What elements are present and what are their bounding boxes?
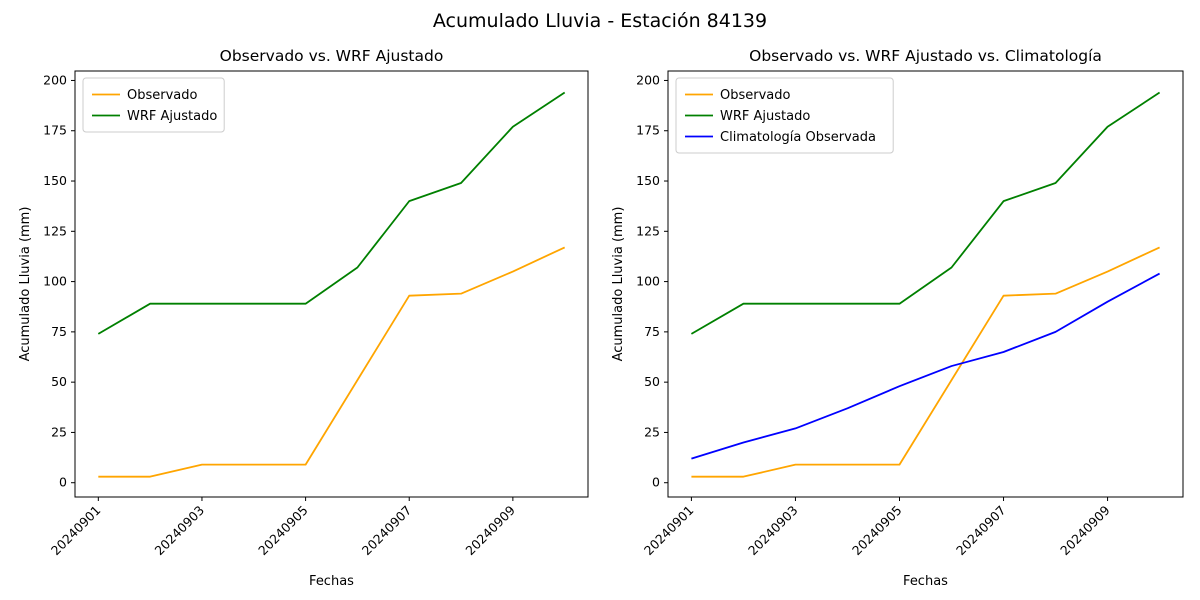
x-tick-label: 20240907 — [953, 503, 1009, 559]
y-tick-label: 125 — [636, 223, 660, 238]
y-tick-label: 100 — [636, 274, 660, 289]
legend: Observado WRF Ajustado Climatología Observ… — [675, 77, 894, 154]
y-tick-label: 25 — [51, 424, 67, 439]
y-tick-label: 200 — [636, 72, 660, 87]
y-tick-label: 150 — [636, 173, 660, 188]
plot-border — [74, 70, 589, 498]
x-tick-label: 20240901 — [641, 503, 697, 559]
x-tick-label: 20240903 — [151, 503, 207, 559]
y-tick-label: 50 — [51, 374, 67, 389]
legend-box — [82, 77, 225, 133]
legend-label-observado: Observado — [720, 88, 791, 103]
x-axis-label: Fechas — [903, 574, 948, 589]
y-tick-label: 200 — [43, 72, 67, 87]
subplot-title: Observado vs. WRF Ajustado — [220, 47, 444, 65]
y-tick-label: 175 — [43, 123, 67, 138]
x-tick-label: 20240901 — [48, 503, 104, 559]
y-tick-label: 0 — [59, 475, 67, 490]
x-tick-label: 20240903 — [745, 503, 801, 559]
x-tick-label: 20240909 — [462, 502, 518, 558]
subplot-title: Observado vs. WRF Ajustado vs. Climatolo… — [749, 47, 1102, 65]
series-line-wrf-ajustado — [690, 91, 1161, 335]
legend-box — [675, 77, 894, 154]
legend-label-climatologia-observada: Climatología Observada — [720, 130, 876, 145]
legend: Observado WRF Ajustado — [82, 77, 225, 133]
legend-label-wrf-ajustado: WRF Ajustado — [720, 109, 810, 124]
x-axis-label: Fechas — [309, 574, 354, 589]
x-tick-label: 20240909 — [1057, 502, 1113, 558]
x-tick-label: 20240905 — [849, 503, 905, 559]
y-tick-label: 50 — [644, 374, 660, 389]
x-tick-label: 20240907 — [359, 503, 415, 559]
series-line-observado — [98, 246, 566, 478]
plot-border — [667, 70, 1184, 498]
y-tick-label: 100 — [43, 274, 67, 289]
y-tick-label: 0 — [652, 475, 660, 490]
y-tick-label: 175 — [636, 123, 660, 138]
legend-label-wrf-ajustado: WRF Ajustado — [127, 109, 217, 124]
subplot-1: 0 25 50 75 100 125 150 175 200 20240901 20240903 20… — [18, 47, 589, 589]
series-line-wrf-ajustado — [97, 91, 566, 335]
y-axis-label: Acumulado Lluvia (mm) — [611, 207, 626, 362]
y-tick-label: 150 — [43, 173, 67, 188]
y-axis-label: Acumulado Lluvia (mm) — [18, 207, 33, 362]
y-tick-label: 25 — [644, 424, 660, 439]
series-line-climatologia-observada — [691, 272, 1161, 460]
y-tick-label: 125 — [43, 223, 67, 238]
series-line-observado — [691, 246, 1160, 478]
figure-suptitle: Acumulado Lluvia - Estación 84139 — [432, 10, 768, 32]
x-tick-label: 20240905 — [255, 503, 311, 559]
subplot-2: 0 25 50 75 100 125 150 175 200 20240901 20240903 20… — [611, 47, 1184, 589]
y-tick-label: 75 — [644, 324, 660, 339]
legend-label-observado: Observado — [127, 88, 198, 103]
y-tick-label: 75 — [51, 324, 67, 339]
